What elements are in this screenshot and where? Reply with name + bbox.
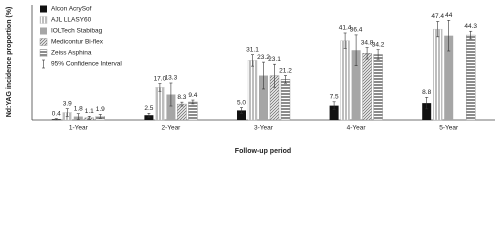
value-label: 21.2 <box>279 67 292 74</box>
value-label: 5.0 <box>237 99 246 106</box>
bar <box>280 79 291 121</box>
legend-swatch <box>40 5 47 13</box>
bar <box>373 54 383 121</box>
value-label: 36.4 <box>350 27 363 34</box>
error-bar <box>98 114 102 119</box>
bar <box>166 94 176 120</box>
legend-label: Medicontur Bi-flex <box>51 39 104 46</box>
error-bar <box>87 116 91 120</box>
error-bar <box>147 112 151 118</box>
value-label: 34.2 <box>372 41 385 48</box>
error-bar <box>425 97 429 110</box>
value-label: 1.1 <box>85 108 94 115</box>
chart: Nd:YAG incidence proportion (%) Follow-u… <box>6 5 495 155</box>
bar <box>259 75 268 120</box>
x-tick-label: 1-Year <box>69 125 89 132</box>
bar <box>329 105 339 120</box>
legend-label: Zeiss Asphina <box>51 50 92 57</box>
error-bar <box>191 99 195 105</box>
value-label: 44.3 <box>464 23 477 30</box>
x-tick-label: 2-Year <box>161 125 181 132</box>
error-bar <box>376 49 380 60</box>
value-label: 23.1 <box>268 56 281 63</box>
legend-label: AJL LLASY60 <box>51 17 92 24</box>
legend-swatch <box>39 16 48 24</box>
value-label: 3.9 <box>63 100 72 107</box>
bar <box>177 103 187 121</box>
error-bar <box>447 20 451 52</box>
value-label: 17.0 <box>154 75 167 82</box>
value-label: 1.9 <box>96 106 105 113</box>
legend-label: IOLTech Stabibag <box>51 28 103 35</box>
error-bar <box>54 118 58 121</box>
value-label: 13.3 <box>165 75 178 82</box>
legend-label: 95% Confidence Interval <box>51 61 122 68</box>
x-tick-label: 4-Year <box>347 125 367 132</box>
value-label: 8.3 <box>177 94 186 101</box>
bar <box>188 101 198 121</box>
value-label: 7.5 <box>330 94 339 101</box>
error-bar <box>354 34 358 66</box>
value-label: 44 <box>445 12 453 19</box>
bar <box>422 103 432 120</box>
value-label: 2.5 <box>144 105 153 112</box>
error-bar <box>180 101 184 107</box>
legend-error-icon <box>42 59 45 69</box>
error-bar <box>273 63 276 88</box>
value-label: 41.4 <box>339 25 352 32</box>
value-label: 0.4 <box>52 110 61 117</box>
bar <box>362 53 372 121</box>
bar <box>444 35 454 120</box>
value-label: 1.8 <box>74 105 83 112</box>
legend-swatch <box>39 49 48 57</box>
value-label: 8.8 <box>422 89 431 96</box>
error-bar <box>469 30 473 40</box>
value-label: 31.1 <box>246 46 259 53</box>
legend-swatch <box>40 27 47 35</box>
x-axis-label: Follow-up period <box>235 148 291 155</box>
bar <box>237 110 246 120</box>
error-bar <box>436 21 440 38</box>
legend-label: Alcon AcrySof <box>51 6 92 13</box>
bar <box>247 60 258 121</box>
error-bar <box>76 113 80 120</box>
error-bar <box>332 101 336 110</box>
value-label: 9.4 <box>188 92 197 99</box>
bar <box>433 28 443 121</box>
legend-swatch <box>39 38 48 46</box>
error-bar <box>262 61 265 90</box>
y-axis-label: Nd:YAG incidence proportion (%) <box>6 7 13 118</box>
error-bar <box>169 82 173 107</box>
error-bar <box>251 54 254 67</box>
value-label: 23.2 <box>257 54 270 61</box>
bar <box>155 87 165 121</box>
error-bar <box>343 32 347 49</box>
x-tick-label: 3-Year <box>254 125 274 132</box>
error-bar <box>240 107 243 114</box>
bar <box>144 115 154 120</box>
error-bar <box>284 75 287 84</box>
x-tick-label: 5-Year <box>439 125 459 132</box>
value-label: 47.4 <box>431 13 444 20</box>
error-bar <box>365 47 369 60</box>
bar <box>340 40 350 121</box>
error-bar <box>158 83 162 92</box>
error-bar <box>65 108 69 117</box>
bar <box>466 34 476 121</box>
bar <box>351 50 361 120</box>
value-label: 34.8 <box>361 39 374 46</box>
